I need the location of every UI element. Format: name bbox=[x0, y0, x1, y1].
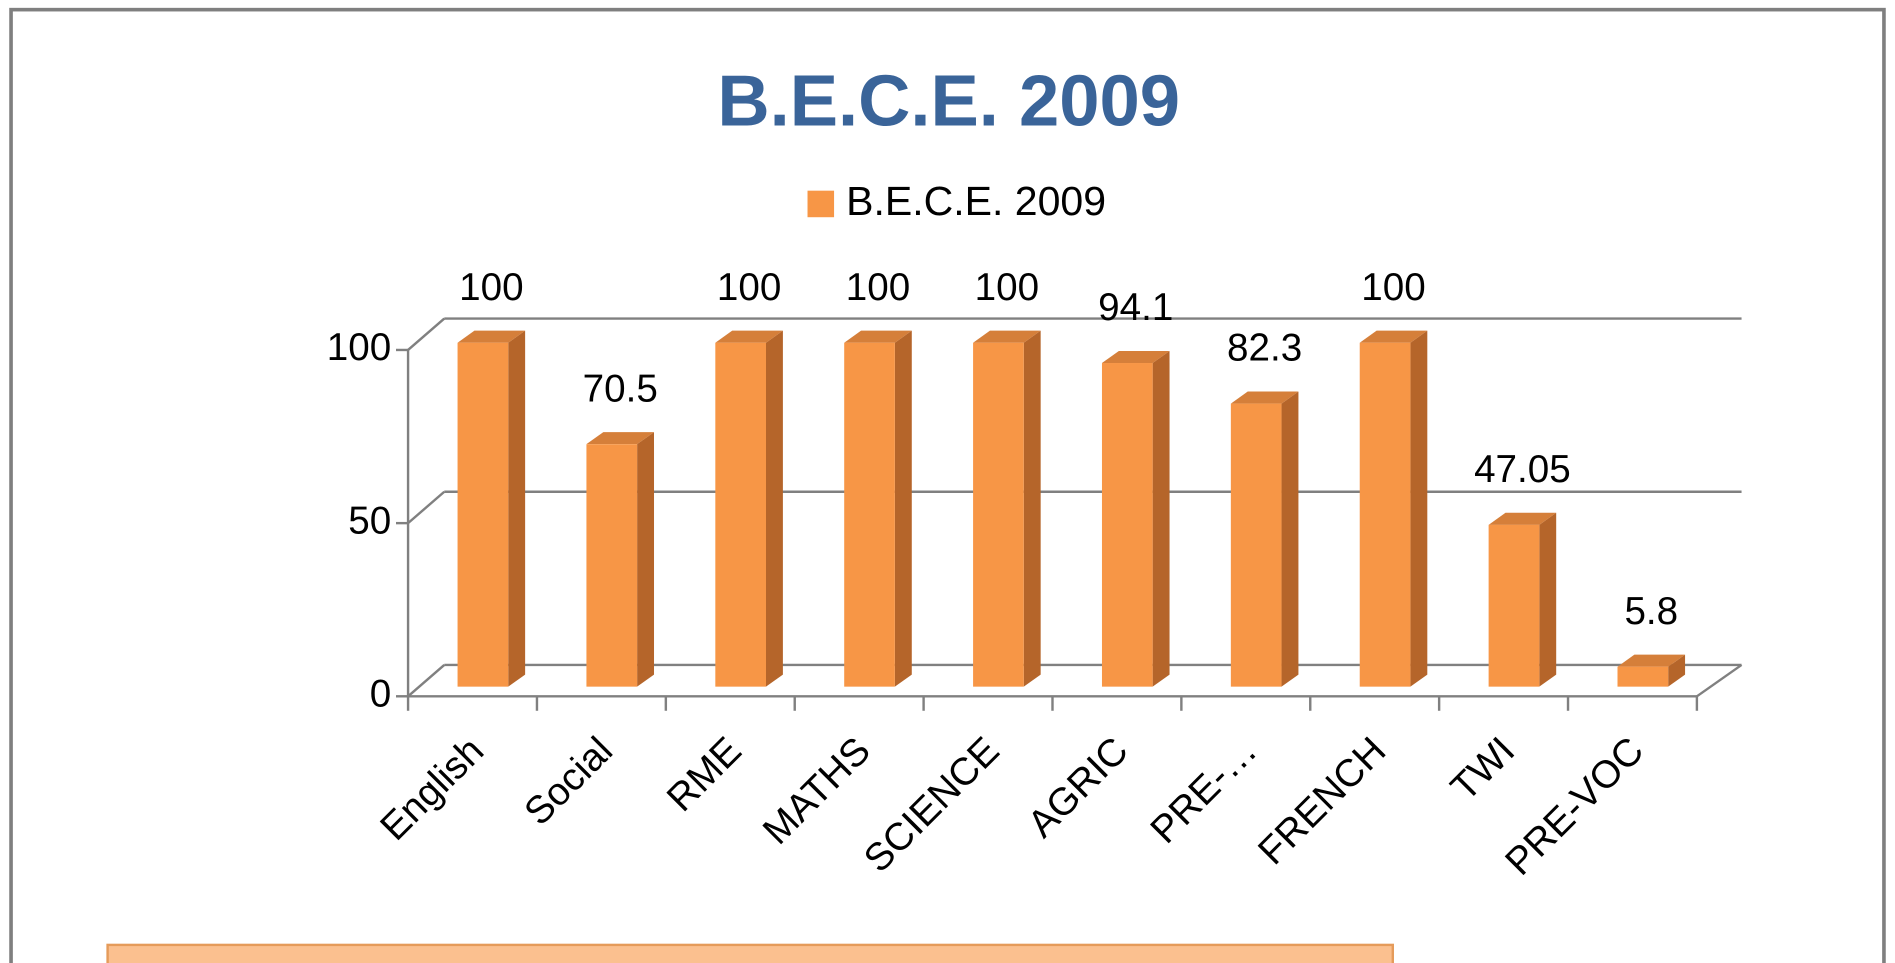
bar-top bbox=[844, 330, 912, 343]
value-label: 94.1 bbox=[1098, 286, 1173, 329]
bar-top bbox=[1359, 330, 1428, 343]
value-label: 82.3 bbox=[1227, 327, 1302, 370]
bar bbox=[1101, 350, 1170, 687]
bar-side bbox=[1410, 330, 1428, 687]
bar-front bbox=[1359, 342, 1411, 687]
chart-title: B.E.C.E. 2009 bbox=[717, 60, 1180, 141]
value-label: 100 bbox=[717, 266, 781, 309]
bar bbox=[844, 330, 912, 687]
bar-front bbox=[1617, 666, 1669, 687]
grid-line bbox=[407, 490, 446, 525]
y-tick-label: 0 bbox=[370, 673, 391, 716]
bar-top bbox=[1101, 350, 1170, 364]
bar-side bbox=[1023, 330, 1041, 687]
legend-label: B.E.C.E. 2009 bbox=[846, 178, 1106, 224]
bar-top bbox=[1230, 391, 1299, 404]
y-tick-label: 50 bbox=[348, 499, 391, 542]
bar bbox=[1230, 391, 1299, 687]
grid-line bbox=[407, 317, 446, 351]
bar-top bbox=[715, 330, 783, 343]
value-label: 47.05 bbox=[1474, 448, 1571, 491]
bar-top bbox=[586, 432, 655, 445]
bar bbox=[1488, 512, 1557, 687]
bar-side bbox=[1539, 512, 1557, 687]
bar-top bbox=[973, 330, 1041, 343]
floor-edge bbox=[1696, 663, 1743, 698]
bar-side bbox=[637, 432, 655, 687]
bar-side bbox=[1668, 654, 1686, 687]
bar-top bbox=[457, 330, 526, 343]
value-label: 70.5 bbox=[583, 367, 658, 410]
bar-front bbox=[844, 342, 895, 687]
bar bbox=[1359, 330, 1428, 687]
bar bbox=[715, 330, 783, 687]
bar bbox=[1617, 654, 1686, 687]
bar bbox=[973, 330, 1041, 687]
bar-front bbox=[457, 342, 509, 687]
chart-frame bbox=[9, 7, 1886, 963]
legend-swatch bbox=[807, 190, 835, 218]
bar-front bbox=[715, 342, 767, 687]
y-tick-label: 100 bbox=[327, 326, 391, 369]
bar-top bbox=[1488, 512, 1557, 525]
bar bbox=[586, 432, 655, 687]
value-label: 100 bbox=[975, 266, 1039, 309]
bar-side bbox=[1152, 350, 1170, 687]
bar-top bbox=[1617, 654, 1686, 667]
value-label: 100 bbox=[846, 266, 910, 309]
bar-side bbox=[766, 330, 783, 687]
bar bbox=[457, 330, 526, 687]
bar-side bbox=[894, 330, 912, 687]
bar-side bbox=[1281, 391, 1299, 687]
grid-line bbox=[407, 664, 446, 698]
bar-front bbox=[1230, 403, 1282, 687]
bar-front bbox=[1488, 524, 1540, 687]
bar-front bbox=[973, 342, 1024, 687]
value-label: 100 bbox=[459, 266, 523, 309]
bar-side bbox=[508, 330, 526, 687]
caption-box bbox=[106, 943, 1395, 963]
value-label: 100 bbox=[1361, 266, 1425, 309]
value-label: 5.8 bbox=[1624, 590, 1678, 633]
bar-front bbox=[1101, 363, 1153, 687]
bar-front bbox=[586, 444, 638, 687]
